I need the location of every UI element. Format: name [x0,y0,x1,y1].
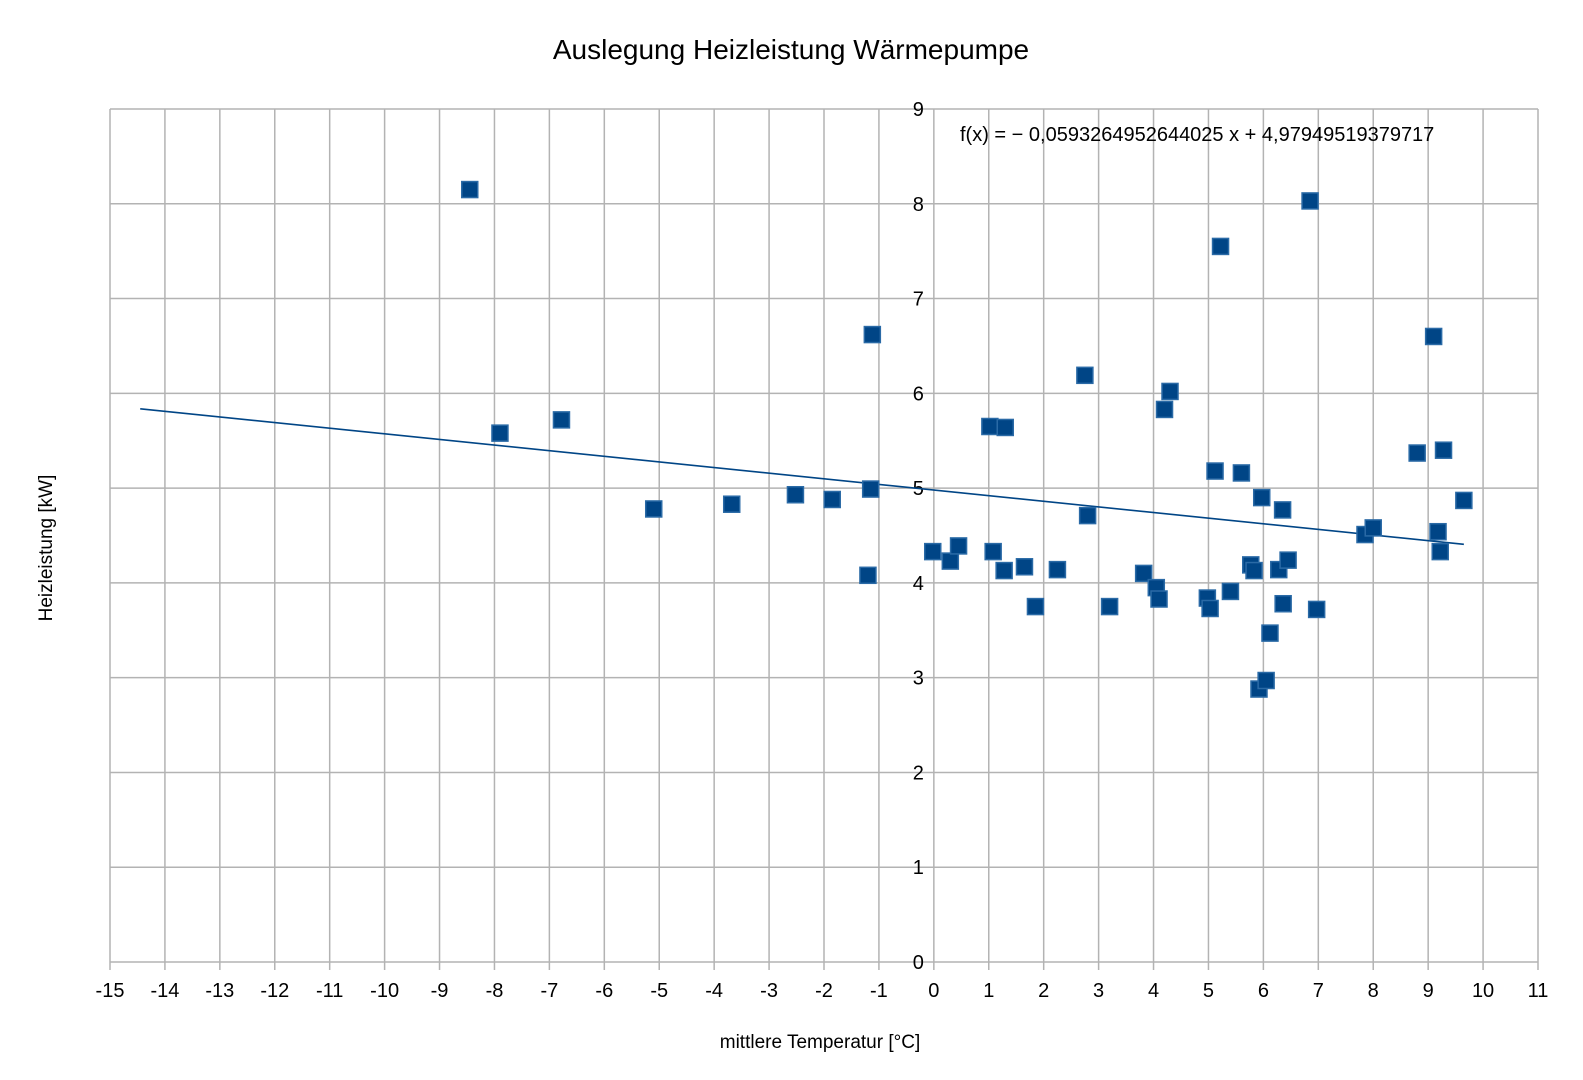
data-point [1408,444,1426,462]
x-tick-label: -9 [431,980,449,1002]
x-tick-label: -4 [705,980,723,1002]
y-axis-label: Heizleistung [kW] [36,475,57,622]
x-tick-label: 7 [1313,980,1324,1002]
data-point [1232,464,1251,482]
data-point [1026,597,1045,616]
data-point [1274,594,1292,613]
data-point [460,180,479,199]
x-tick-label: -8 [486,980,504,1002]
data-point [1455,491,1473,510]
y-tick-label: 3 [913,668,924,690]
y-tick-label: 1 [913,857,924,879]
x-tick-label: 11 [1528,980,1549,1002]
trendline-equation: f(x) = − 0,0593264952644025 x + 4,979495… [960,124,1434,146]
y-tick-label: 8 [913,194,924,216]
x-tick-label: 3 [1093,980,1104,1002]
x-tick-label: -6 [595,980,613,1002]
data-points [460,180,1473,698]
data-point [1424,327,1443,346]
data-point [1429,522,1447,541]
y-tick-label: 4 [913,573,924,595]
data-point [552,411,571,429]
data-point [1279,551,1297,569]
chart-title: Auslegung Heizleistung Wärmepumpe [553,34,1029,65]
grid [109,108,1539,970]
data-point [1048,560,1067,579]
y-tick-label: 2 [913,762,924,784]
y-tick-label: 6 [913,383,924,405]
data-point [1211,237,1230,256]
x-tick-label: 2 [1038,980,1049,1002]
data-point [995,561,1013,580]
data-point [1434,441,1453,459]
data-point [1261,624,1279,642]
data-point [863,325,882,344]
data-point [859,566,877,585]
data-point [941,552,960,570]
x-tick-label: -1 [870,980,888,1002]
data-point [1431,542,1449,561]
x-tick-label: -15 [96,980,125,1002]
data-point [923,542,942,561]
x-tick-label: -5 [650,980,668,1002]
data-point [1078,506,1097,525]
x-tick-label: -12 [260,980,289,1002]
trendline [140,408,1464,546]
x-axis-tick-labels: -15 -14 -13 -12 -11 -10 -9 -8 -7 -6 -5 -4 -3 -2 -1 0 1 2 3… [96,980,1549,1002]
x-tick-label: -3 [760,980,778,1002]
data-point [861,480,880,498]
data-point [981,417,999,436]
data-point [1301,192,1319,210]
data-point [1221,582,1240,601]
data-point [996,418,1014,437]
data-point [722,495,741,513]
x-tick-label: -11 [316,980,343,1002]
x-tick-label: 9 [1423,980,1434,1002]
data-point [1076,366,1094,385]
data-point [1161,382,1179,401]
x-tick-label: 0 [928,980,939,1002]
data-point [1150,590,1168,608]
x-tick-label: 5 [1203,980,1214,1002]
data-point [1307,600,1326,619]
data-point [1134,564,1153,583]
x-tick-label: -7 [540,980,558,1002]
y-tick-label: 0 [913,952,924,974]
data-point [1155,400,1174,419]
x-tick-label: -14 [150,980,179,1002]
x-tick-label: -10 [370,980,399,1002]
data-point [786,485,805,504]
x-tick-label: -2 [815,980,833,1002]
data-point [1206,462,1224,480]
x-axis-label: mittlere Temperatur [°C] [720,1032,920,1053]
data-point [1015,558,1034,576]
data-point [1257,671,1275,690]
data-point [1364,519,1382,537]
x-tick-label: 8 [1368,980,1379,1002]
data-point [1245,561,1263,580]
y-tick-label: 7 [913,289,924,311]
x-tick-label: 10 [1472,980,1494,1002]
data-point [949,537,968,555]
data-point [491,424,509,442]
data-point [823,490,841,509]
x-tick-label: 1 [983,980,994,1002]
data-point [984,542,1002,561]
data-point [1100,597,1119,616]
y-tick-label: 9 [913,99,924,121]
data-point [644,500,663,518]
data-point [1273,501,1292,519]
data-point [1252,488,1271,507]
x-tick-label: -13 [205,980,234,1002]
data-point [1201,599,1219,618]
x-tick-label: 4 [1148,980,1159,1002]
x-tick-label: 6 [1258,980,1269,1002]
